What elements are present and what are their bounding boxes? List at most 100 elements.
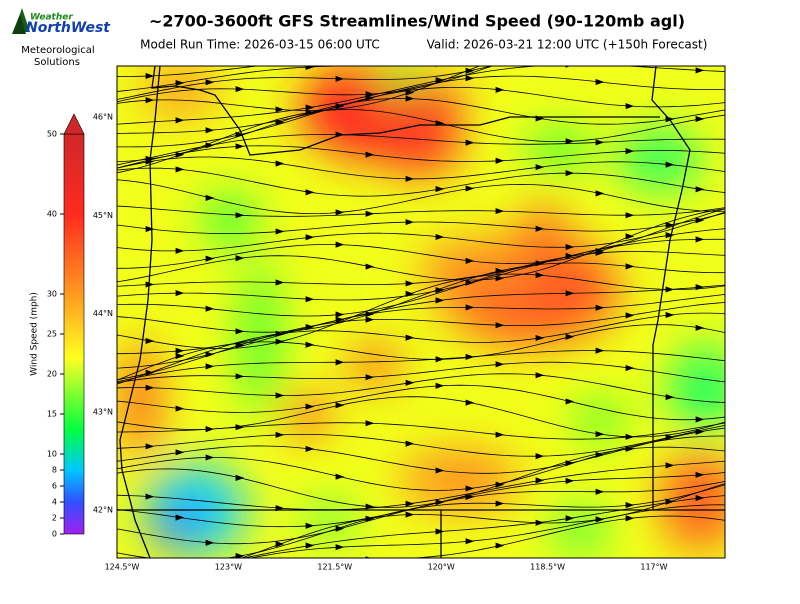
stream-arrow <box>235 373 245 380</box>
stream-arrow <box>176 568 183 573</box>
stream-arrow <box>275 106 285 113</box>
stream-arrow <box>335 402 345 409</box>
stream-arrow <box>625 364 635 372</box>
stream-arrow <box>625 212 635 219</box>
streamline <box>117 134 725 166</box>
stream-arrow <box>495 361 505 368</box>
streamline <box>117 273 725 350</box>
stream-arrow <box>235 143 245 150</box>
stream-arrow <box>305 234 315 241</box>
stream-arrow <box>305 542 315 549</box>
stream-arrow <box>235 86 245 93</box>
stream-arrow <box>435 77 445 84</box>
streamline <box>117 460 725 511</box>
longitude-label: 120°W <box>428 563 455 572</box>
stream-arrow <box>275 228 285 235</box>
stream-arrow <box>235 328 245 335</box>
stream-arrow <box>405 175 415 182</box>
stream-arrow <box>625 502 635 509</box>
latitude-label: 46°N <box>93 113 113 122</box>
stream-arrow <box>695 471 705 478</box>
stream-arrow <box>335 209 345 216</box>
stream-arrow <box>465 399 475 406</box>
stream-arrow <box>495 86 505 93</box>
streamline <box>241 495 725 558</box>
stream-arrow <box>305 66 315 71</box>
stream-arrow <box>145 72 155 80</box>
streamline <box>117 373 725 403</box>
stream-arrow <box>275 66 277 67</box>
stream-arrow <box>435 528 445 535</box>
stream-arrow <box>335 544 345 551</box>
streamline <box>117 208 725 269</box>
stream-arrow <box>275 541 285 548</box>
stream-arrow <box>495 208 505 215</box>
stream-arrow <box>405 218 415 226</box>
stream-arrow <box>625 233 635 240</box>
colorbar-tick-label: 4 <box>52 498 57 507</box>
colorbar-tick-label: 30 <box>47 290 57 299</box>
colorbar: Wind Speed (mph) 0 2 4 6 8 10 15 20 25 30 40 50 <box>30 113 85 539</box>
stream-arrow <box>365 151 375 158</box>
stream-arrow <box>405 379 415 386</box>
streamline <box>117 66 494 103</box>
latitude-label: 43°N <box>93 407 113 416</box>
longitude-label: 121.5°W <box>317 563 352 572</box>
stream-arrow <box>205 539 215 546</box>
stream-arrow <box>596 31 603 36</box>
stream-arrow <box>625 312 635 319</box>
stream-arrow <box>305 296 315 303</box>
stream-arrow <box>565 290 575 297</box>
stream-arrow <box>595 249 605 256</box>
stream-arrow <box>145 493 155 500</box>
stream-arrow <box>595 431 605 438</box>
stream-arrow <box>335 241 345 248</box>
stream-arrow <box>145 384 155 391</box>
stream-arrow <box>625 103 635 110</box>
stream-arrow <box>665 161 675 168</box>
stream-arrow <box>595 190 605 197</box>
stream-arrow <box>595 347 605 354</box>
stream-arrow <box>305 109 315 116</box>
stream-arrow <box>495 275 505 282</box>
stream-arrow <box>145 369 155 376</box>
stream-arrow <box>495 157 505 164</box>
stream-arrow <box>535 163 545 171</box>
stream-arrow <box>435 233 445 241</box>
colorbar-tick-label: 20 <box>47 370 57 379</box>
stream-arrow <box>595 139 605 146</box>
stream-arrow <box>565 333 575 340</box>
stream-arrow <box>275 330 285 337</box>
latitude-labels: 46°N 45°N 44°N 43°N 42°N <box>93 113 113 515</box>
stream-arrow <box>665 394 675 401</box>
stream-arrow <box>175 449 185 456</box>
stream-arrow <box>565 477 575 484</box>
colorbar-tick-label: 0 <box>52 530 57 539</box>
stream-arrow <box>305 341 315 348</box>
stream-arrow <box>305 189 315 196</box>
stream-arrow <box>696 9 703 14</box>
valid-time: Valid: 2026-03-21 12:00 UTC (+150h Forec… <box>427 38 708 52</box>
stream-arrow <box>465 185 475 192</box>
colorbar-tick-label: 25 <box>47 330 57 339</box>
colorbar-tick-label: 6 <box>52 482 57 491</box>
stream-arrow <box>435 297 445 304</box>
stream-arrow <box>305 522 315 529</box>
stream-arrow <box>365 420 375 427</box>
logo-brand: NorthWest <box>26 20 111 36</box>
stream-arrow <box>625 515 635 522</box>
stream-arrow <box>405 89 415 96</box>
streamline <box>117 238 725 301</box>
stream-arrow <box>665 462 675 469</box>
stream-arrow <box>435 185 445 193</box>
stream-arrow <box>465 353 475 360</box>
stream-arrow <box>625 263 635 270</box>
stream-arrow <box>365 94 375 101</box>
colorbar-tick-label: 15 <box>47 410 57 419</box>
streamline <box>117 66 725 125</box>
stream-arrow <box>335 311 345 318</box>
stream-arrow <box>465 538 475 545</box>
streamline <box>117 66 361 92</box>
stream-arrow <box>235 474 245 481</box>
stream-arrow <box>145 97 155 104</box>
